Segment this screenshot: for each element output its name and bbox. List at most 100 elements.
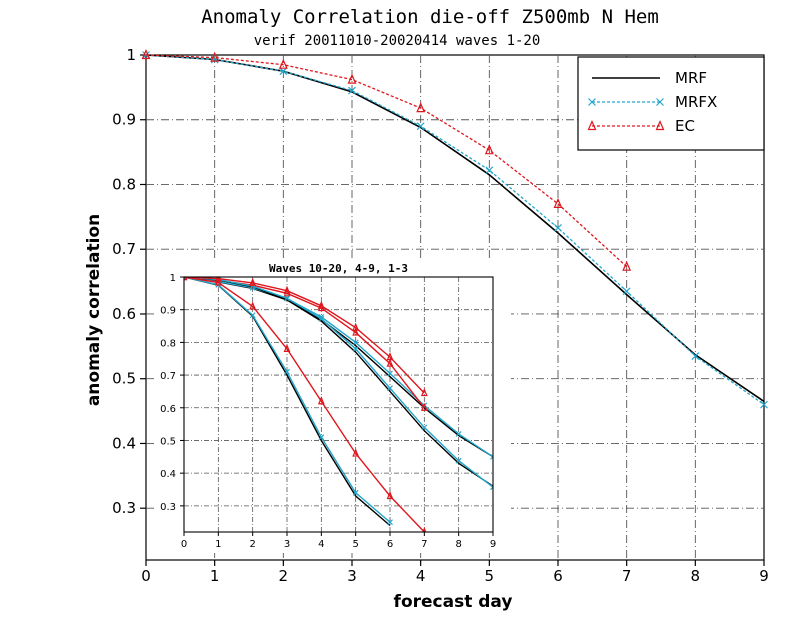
inset-data-point-ec: [420, 387, 428, 397]
inset-data-point-ec: [283, 285, 291, 294]
inset-y-tick-label: 0.9: [160, 306, 176, 317]
main-y-tick-label: 0.5: [112, 370, 136, 388]
inset-data-point-mrfx: [490, 453, 493, 460]
inset-data-point-mrfx: [455, 457, 462, 464]
x-axis-label: forecast day: [394, 592, 513, 612]
main-x-tick-label: 9: [759, 567, 769, 585]
inset-y-tick-label: 1: [170, 273, 176, 284]
inset-x-tick-label: 4: [318, 539, 324, 550]
inset-data-point-ec: [249, 301, 257, 310]
inset-series: [184, 277, 493, 532]
inset-data-point-ec: [249, 277, 257, 286]
inset-series-line-mrfx: [184, 277, 493, 458]
main-x-tick-label: 8: [691, 567, 701, 585]
main-y-tick-label: 0.4: [112, 434, 136, 452]
inset-x-tick-label: 8: [455, 539, 461, 550]
inset-series-line-ec: [184, 277, 425, 532]
main-y-tick-label: 0.3: [112, 499, 136, 517]
main-x-tick-label: 6: [553, 567, 563, 585]
inset-y-tick-label: 0.5: [160, 436, 176, 447]
inset-x-tick-label: 2: [249, 539, 255, 550]
inset-y-tick-label: 0.6: [160, 404, 176, 415]
series-line-mrfx: [145, 54, 765, 406]
inset-x-tick-label: 9: [490, 539, 496, 550]
inset-data-point-ec: [214, 277, 222, 282]
y-axis-label: anomaly correlation: [84, 214, 104, 406]
inset-data-point-mrfx: [318, 434, 325, 441]
legend-marker-mrfx: [588, 98, 596, 106]
inset-series-line-ec: [184, 277, 425, 394]
inset-data-point-ec: [317, 302, 325, 312]
data-point-mrfx: [622, 287, 631, 296]
data-point-mrfx: [279, 67, 288, 76]
data-point-mrfx: [348, 86, 356, 95]
data-point-mrfx: [416, 122, 425, 131]
inset-x-tick-label: 1: [215, 539, 221, 550]
main-x-tick-label: 7: [622, 567, 632, 585]
inset-chart: Waves 10-20, 4-9, 1-3 0 1 2 3 4 5 6 7 8 9 0.3 0.4 0.5…: [154, 261, 511, 553]
legend-label-ec: EC: [675, 117, 695, 135]
main-y-tick-label: 0.7: [112, 240, 136, 258]
main-axis-ticks: 0 1 2 3 4 5 6 7 8 9 0.3 0.4 0.5 0.6 0.7 0.8 0.9 1: [112, 46, 769, 585]
inset-data-point-ec: [386, 490, 394, 500]
data-point-mrfx: [554, 223, 562, 232]
inset-data-point-mrfx: [387, 519, 393, 526]
data-point-ec: [278, 58, 288, 69]
main-plot-frame: [145, 54, 765, 561]
inset-x-tick-label: 7: [421, 539, 427, 550]
main-y-tick-label: 1: [126, 46, 136, 64]
inset-data-point-ec: [352, 448, 360, 457]
inset-data-point-mrfx: [387, 370, 393, 377]
inset-x-tick-label: 3: [284, 539, 290, 550]
main-x-tick-label: 5: [485, 567, 495, 585]
series-line-mrf: [145, 54, 765, 403]
legend: MRF MRFX EC: [577, 56, 765, 151]
inset-data-point-mrfx: [352, 339, 359, 346]
inset-data-point-mrfx: [284, 295, 290, 302]
legend-marker-ec: [587, 120, 597, 131]
inset-data-point-mrfx: [249, 312, 256, 319]
inset-x-tick-label: 5: [352, 539, 358, 550]
data-point-mrfx: [760, 400, 768, 409]
chart-title: Anomaly Correlation die-off Z500mb N Hem: [201, 6, 659, 28]
inset-series-line-mrfx: [184, 277, 493, 488]
main-x-tick-label: 3: [347, 567, 357, 585]
inset-data-point-ec: [386, 352, 394, 361]
data-point-mrfx: [691, 352, 700, 360]
data-point-ec: [553, 197, 563, 209]
legend-label-mrf: MRF: [675, 69, 707, 87]
inset-y-tick-label: 0.8: [160, 338, 176, 349]
inset-data-point-ec: [352, 322, 360, 331]
legend-marker-mrfx: [656, 98, 664, 106]
data-point-ec: [484, 144, 494, 155]
data-point-ec: [622, 260, 632, 271]
data-point-ec: [347, 73, 357, 84]
main-x-tick-label: 1: [210, 567, 220, 585]
main-y-tick-label: 0.8: [112, 175, 136, 193]
inset-data-point-mrfx: [352, 489, 359, 496]
inset-data-point-ec: [214, 277, 222, 286]
data-point-ec: [141, 49, 151, 60]
inset-title: Waves 10-20, 4-9, 1-3: [269, 262, 408, 275]
inset-data-point-mrfx: [318, 315, 325, 322]
main-x-tick-label: 0: [141, 567, 151, 585]
inset-x-tick-label: 0: [181, 539, 187, 550]
inset-data-point-mrfx: [421, 424, 428, 431]
inset-data-point-mrfx: [284, 368, 290, 375]
legend-marker-ec: [655, 120, 665, 131]
inset-y-tick-label: 0.4: [160, 469, 176, 480]
inset-y-tick-label: 0.3: [160, 502, 176, 513]
inset-x-tick-label: 6: [387, 539, 393, 550]
main-series: [141, 49, 768, 409]
data-point-ec: [210, 51, 220, 62]
inset-data-point-ec: [317, 396, 325, 405]
inset-data-point-ec: [317, 300, 325, 309]
inset-data-point-mrfx: [352, 345, 359, 352]
main-x-tick-label: 2: [279, 567, 289, 585]
inset-background: [154, 261, 511, 553]
inset-data-point-mrfx: [455, 430, 462, 437]
inset-data-point-ec: [386, 358, 394, 367]
inset-data-point-mrfx: [387, 385, 393, 392]
inset-data-point-mrfx: [490, 484, 493, 491]
